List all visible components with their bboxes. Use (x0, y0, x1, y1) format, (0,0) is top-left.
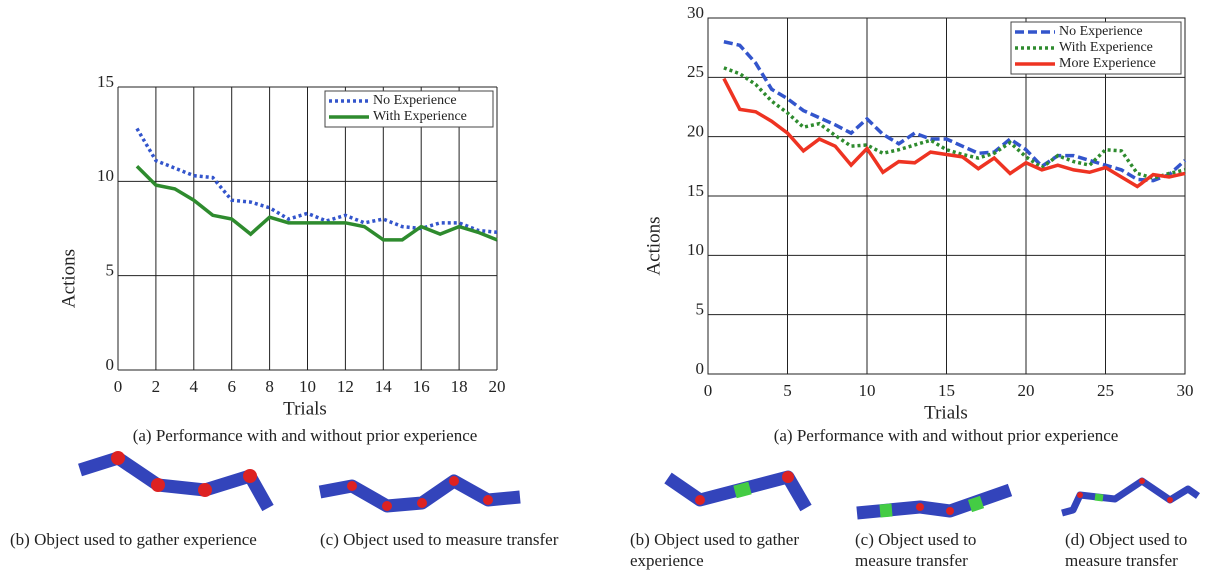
y-tick-label: 10 (97, 166, 114, 185)
y-tick-label: 5 (106, 261, 115, 280)
x-tick-label: 20 (489, 377, 506, 396)
subfigure-caption: (c) Object used to (855, 530, 976, 549)
x-tick-label: 14 (375, 377, 393, 396)
series-line (135, 164, 498, 242)
y-tick-label: 15 (687, 181, 704, 200)
legend-label: With Experience (1059, 40, 1153, 55)
object-b-left (78, 451, 274, 512)
x-tick-label: 10 (859, 381, 876, 400)
subfigure-caption: measure transfer (855, 551, 968, 570)
subfigure-caption: (c) Object used to measure transfer (320, 530, 559, 549)
y-tick-label: 20 (687, 122, 704, 141)
x-axis-label: Trials (924, 402, 968, 423)
y-tick-label: 30 (687, 3, 704, 22)
object-c-right (856, 483, 1013, 520)
y-tick-label: 10 (687, 240, 704, 259)
y-tick-label: 25 (687, 62, 704, 81)
x-tick-label: 20 (1018, 381, 1035, 400)
x-tick-label: 15 (938, 381, 955, 400)
series-line (723, 66, 1186, 181)
legend-label: With Experience (373, 109, 467, 124)
y-tick-label: 15 (97, 72, 114, 91)
x-tick-label: 0 (704, 381, 713, 400)
object-c-left (318, 474, 521, 513)
legend-label: No Experience (373, 93, 457, 108)
x-tick-label: 5 (783, 381, 792, 400)
x-tick-label: 4 (190, 377, 199, 396)
y-axis-label: Actions (643, 216, 664, 275)
object-d-right (1061, 477, 1201, 517)
series-line (723, 40, 1187, 183)
series-line (722, 77, 1186, 189)
x-tick-label: 16 (413, 377, 430, 396)
x-tick-label: 18 (451, 377, 468, 396)
subfigure-caption: experience (630, 551, 704, 570)
object-b-right (664, 470, 812, 512)
x-tick-label: 2 (152, 377, 161, 396)
y-axis-label: Actions (58, 249, 79, 308)
y-tick-label: 0 (106, 355, 115, 374)
legend-label: No Experience (1059, 24, 1143, 39)
x-tick-label: 25 (1097, 381, 1114, 400)
chart-caption: (a) Performance with and without prior e… (774, 426, 1119, 445)
subfigure-caption: (b) Object used to gather (630, 530, 799, 549)
x-axis-label: Trials (283, 398, 327, 419)
x-tick-label: 6 (227, 377, 236, 396)
plot-frame (707, 17, 1186, 375)
x-tick-label: 8 (265, 377, 274, 396)
series-line (135, 127, 498, 235)
subfigure-caption: (b) Object used to gather experience (10, 530, 257, 549)
x-tick-label: 12 (337, 377, 354, 396)
x-tick-label: 30 (1177, 381, 1194, 400)
subfigure-caption: (d) Object used to (1065, 530, 1187, 549)
y-tick-label: 5 (696, 300, 705, 319)
y-tick-label: 0 (696, 359, 705, 378)
legend-label: More Experience (1059, 56, 1156, 71)
x-tick-label: 10 (299, 377, 316, 396)
x-tick-label: 0 (114, 377, 123, 396)
legend-box (324, 90, 494, 128)
chart-caption: (a) Performance with and without prior e… (133, 426, 478, 445)
subfigure-caption: measure transfer (1065, 551, 1178, 570)
